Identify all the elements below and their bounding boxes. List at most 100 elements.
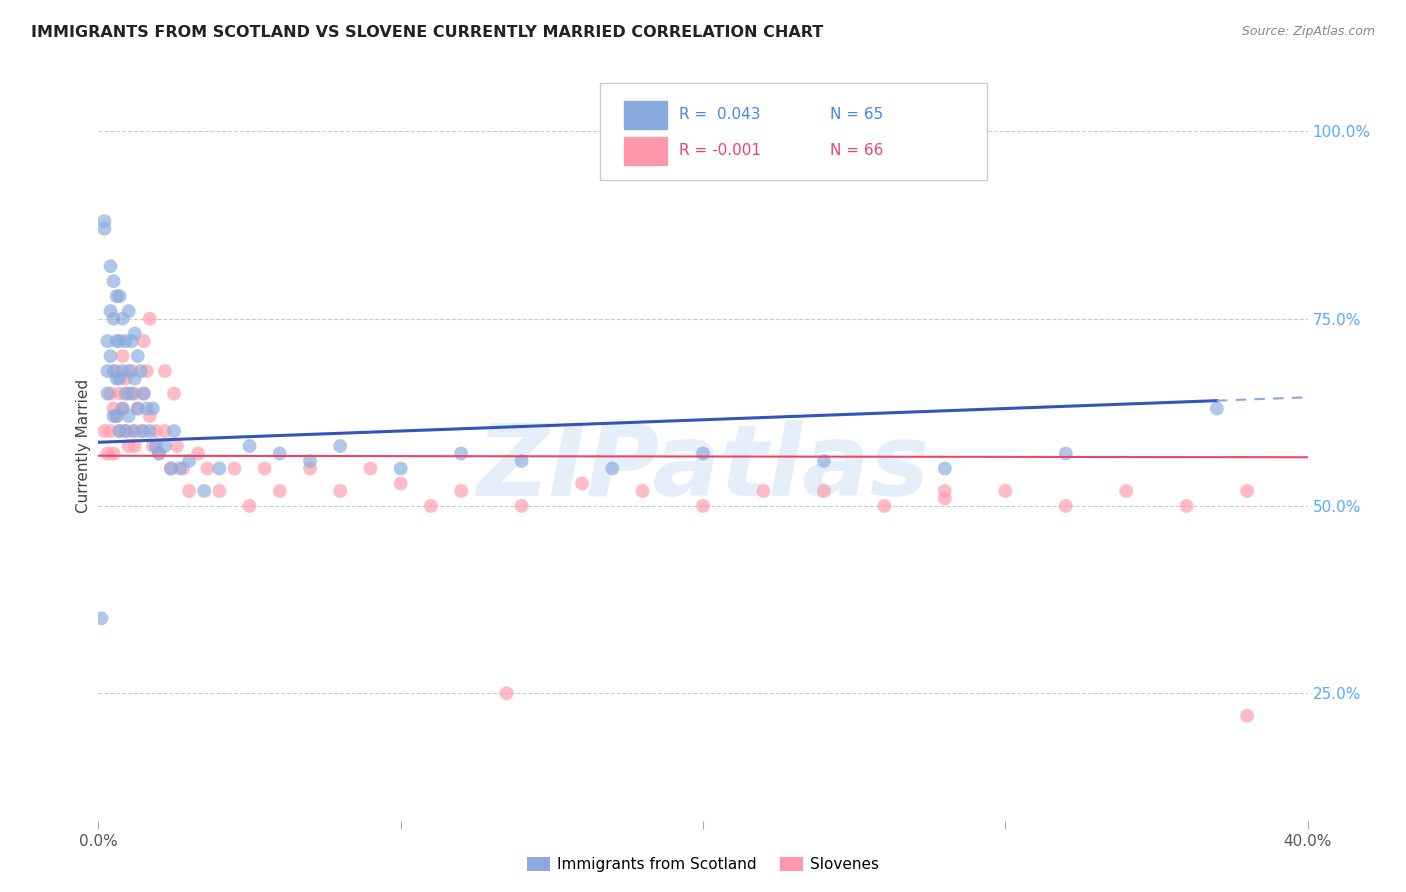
Point (121, 424, 143, 438)
FancyBboxPatch shape (624, 136, 666, 165)
Point (132, 424, 155, 438)
Point (934, 491, 956, 506)
Point (934, 461, 956, 475)
Point (114, 334, 136, 348)
Point (495, 686, 517, 700)
Point (329, 439, 352, 453)
Point (118, 409, 141, 423)
Point (160, 461, 183, 475)
Point (142, 401, 165, 416)
Point (142, 439, 165, 453)
Point (118, 439, 141, 453)
Point (139, 311, 162, 326)
FancyBboxPatch shape (624, 101, 666, 129)
Point (813, 454, 835, 468)
Text: R =  0.043: R = 0.043 (679, 107, 761, 122)
Point (813, 483, 835, 498)
Point (124, 439, 146, 453)
Point (1054, 499, 1077, 513)
Point (93, 221, 115, 235)
Point (90, 611, 112, 625)
Point (93, 214, 115, 228)
Point (124, 371, 146, 385)
Point (127, 401, 149, 416)
Point (172, 461, 194, 475)
Point (145, 424, 167, 438)
Point (299, 461, 322, 475)
Point (139, 409, 162, 423)
Point (103, 274, 125, 288)
Point (299, 454, 322, 468)
Point (93, 424, 115, 438)
Point (100, 424, 122, 438)
Point (100, 349, 122, 363)
Point (96, 386, 118, 401)
Point (105, 371, 128, 385)
Text: N = 66: N = 66 (830, 144, 883, 158)
Point (100, 259, 122, 273)
Point (187, 446, 209, 460)
Point (179, 454, 201, 468)
Point (166, 439, 188, 453)
Point (1206, 401, 1229, 416)
Point (111, 311, 134, 326)
Point (179, 483, 201, 498)
Point (96, 446, 118, 460)
Point (111, 401, 134, 416)
Point (169, 461, 191, 475)
Point (108, 386, 131, 401)
Point (103, 311, 125, 326)
Point (631, 483, 654, 498)
Point (510, 499, 533, 513)
Point (994, 483, 1017, 498)
Point (269, 446, 291, 460)
Point (129, 364, 152, 378)
Point (148, 446, 170, 460)
Point (193, 483, 215, 498)
FancyBboxPatch shape (600, 83, 987, 180)
Point (1115, 483, 1137, 498)
Point (239, 499, 262, 513)
Y-axis label: Currently Married: Currently Married (76, 379, 91, 513)
Text: Source: ZipAtlas.com: Source: ZipAtlas.com (1241, 25, 1375, 38)
Point (1236, 483, 1258, 498)
Point (692, 499, 714, 513)
Point (139, 424, 162, 438)
Point (105, 289, 128, 303)
Point (111, 349, 134, 363)
Point (510, 454, 533, 468)
Point (105, 409, 128, 423)
Point (114, 371, 136, 385)
Point (153, 439, 176, 453)
Point (692, 446, 714, 460)
Point (135, 401, 157, 416)
Point (114, 424, 136, 438)
Text: ZIPatlas: ZIPatlas (477, 420, 929, 517)
Text: IMMIGRANTS FROM SCOTLAND VS SLOVENE CURRENTLY MARRIED CORRELATION CHART: IMMIGRANTS FROM SCOTLAND VS SLOVENE CURR… (31, 25, 823, 40)
Point (132, 386, 155, 401)
Point (224, 461, 246, 475)
Point (121, 334, 143, 348)
Point (160, 461, 183, 475)
Point (195, 461, 218, 475)
Point (602, 461, 624, 475)
Point (108, 289, 131, 303)
Point (208, 483, 231, 498)
Point (239, 439, 262, 453)
Point (389, 461, 412, 475)
Point (934, 483, 956, 498)
Point (118, 364, 141, 378)
Point (153, 424, 176, 438)
Point (132, 386, 155, 401)
Point (148, 446, 170, 460)
Point (389, 476, 412, 491)
Point (1054, 446, 1077, 460)
Point (571, 476, 593, 491)
Point (111, 364, 134, 378)
Point (450, 446, 472, 460)
Point (127, 349, 149, 363)
Point (124, 326, 146, 341)
Point (253, 461, 276, 475)
Point (103, 364, 125, 378)
Point (108, 334, 131, 348)
